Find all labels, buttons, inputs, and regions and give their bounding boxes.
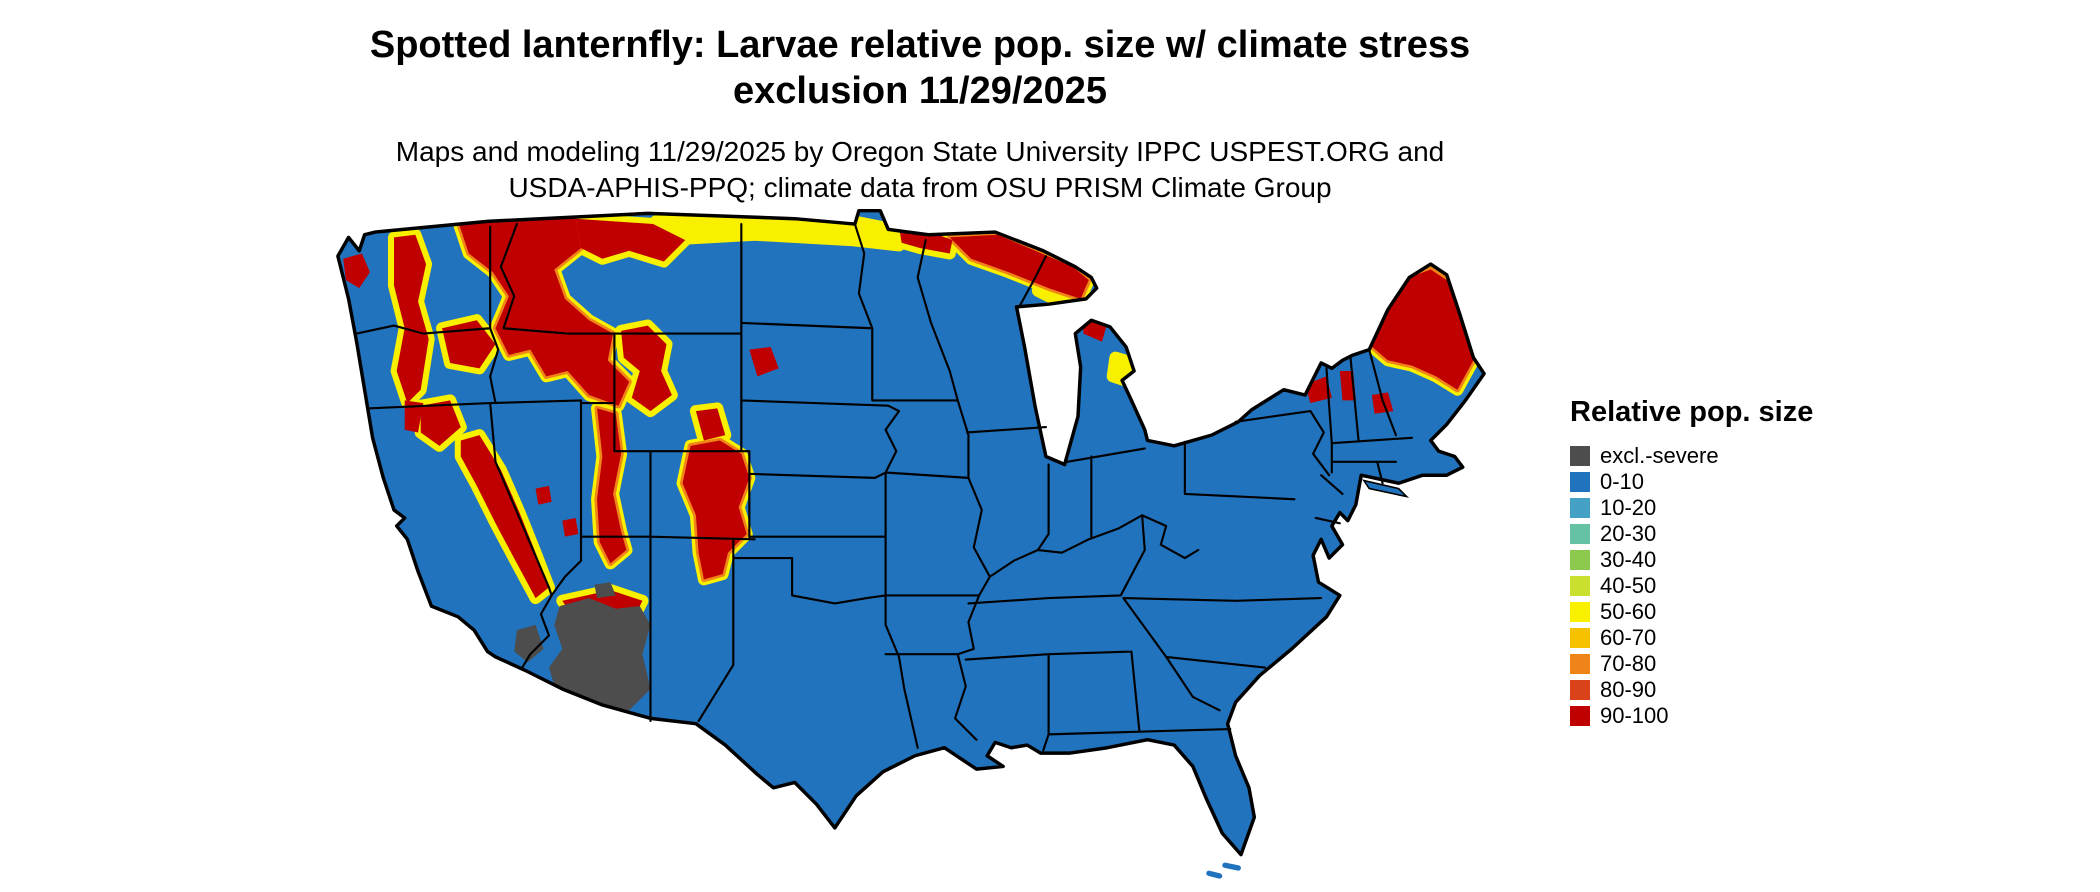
state-borders: [355, 222, 1414, 752]
long-island: [1362, 479, 1410, 498]
legend-swatch-excl-severe: [1570, 446, 1590, 466]
legend-item: 90-100: [1570, 703, 1813, 729]
legend-item-label: 40-50: [1600, 573, 1657, 598]
severity-fill-layer: [337, 210, 1485, 855]
legend-item: 70-80: [1570, 651, 1813, 677]
legend-item-label: 90-100: [1600, 703, 1669, 728]
legend-swatch-20-30: [1570, 524, 1590, 544]
legend-item-label: 50-60: [1600, 599, 1657, 624]
legend-swatch-90-100: [1570, 706, 1590, 726]
legend-item-label: excl.-severe: [1600, 443, 1719, 468]
legend-swatch-40-50: [1570, 576, 1590, 596]
legend-item-label: 70-80: [1600, 651, 1657, 676]
us-map-svg: [336, 208, 1486, 879]
legend-item: 50-60: [1570, 599, 1813, 625]
legend-item: excl.-severe: [1570, 443, 1813, 469]
legend-item-label: 0-10: [1600, 469, 1645, 494]
base-low-population-region: [337, 210, 1485, 855]
legend: Relative pop. size excl.-severe 0-10 10-…: [1570, 396, 1813, 729]
legend-swatch-70-80: [1570, 654, 1590, 674]
legend-item-label: 20-30: [1600, 521, 1657, 546]
map-subtitle-line1: Maps and modeling 11/29/2025 by Oregon S…: [395, 136, 1445, 167]
legend-swatch-10-20: [1570, 498, 1590, 518]
legend-item: 0-10: [1570, 469, 1813, 495]
legend-swatch-30-40: [1570, 550, 1590, 570]
legend-item: 60-70: [1570, 625, 1813, 651]
legend-item: 30-40: [1570, 547, 1813, 573]
legend-item-label: 30-40: [1600, 547, 1657, 572]
map-title-line2: exclusion 11/29/2025: [733, 70, 1107, 112]
map-subtitle-line2: USDA-APHIS-PPQ; climate data from OSU PR…: [508, 172, 1332, 203]
map-title-line1: Spotted lanternfly: Larvae relative pop.…: [369, 24, 1471, 66]
legend-swatch-80-90: [1570, 680, 1590, 700]
legend-item: 20-30: [1570, 521, 1813, 547]
legend-item: 10-20: [1570, 495, 1813, 521]
header: Spotted lanternfly: Larvae relative pop.…: [0, 22, 1840, 206]
map-subtitle: Maps and modeling 11/29/2025 by Oregon S…: [0, 134, 1840, 206]
legend-item: 40-50: [1570, 573, 1813, 599]
legend-item-label: 60-70: [1600, 625, 1657, 650]
legend-swatch-0-10: [1570, 472, 1590, 492]
legend-item: 80-90: [1570, 677, 1813, 703]
us-severity-map: [300, 200, 1530, 884]
florida-keys: [1206, 862, 1241, 879]
legend-swatch-50-60: [1570, 602, 1590, 622]
legend-swatch-60-70: [1570, 628, 1590, 648]
legend-item-label: 80-90: [1600, 677, 1657, 702]
legend-title: Relative pop. size: [1570, 396, 1814, 428]
legend-item-label: 10-20: [1600, 495, 1657, 520]
